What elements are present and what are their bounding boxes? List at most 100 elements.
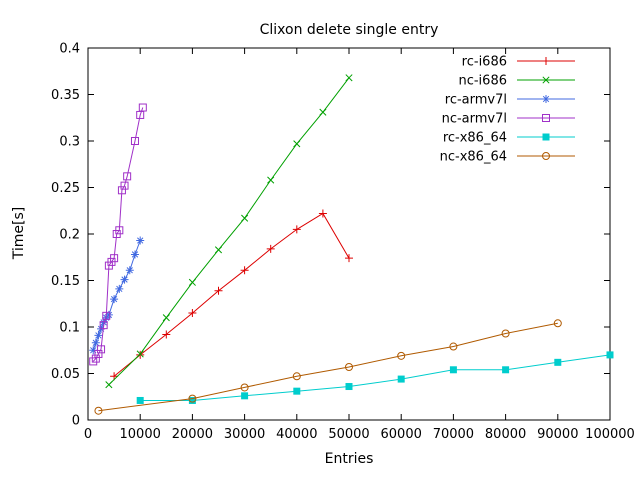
asterisk-marker [115, 284, 124, 293]
x-marker [542, 76, 550, 84]
circle-open-marker [501, 329, 510, 338]
legend-entry-rc-x86_64: rc-x86_64 [443, 131, 575, 146]
asterisk-marker [104, 310, 113, 319]
x-tick-label: 100000 [585, 427, 635, 442]
series-line [108, 77, 350, 386]
x-tick-label: 80000 [485, 427, 526, 442]
y-tick-label: 0.4 [59, 42, 80, 57]
circle-open-marker [240, 383, 249, 392]
legend-entry-nc-i686: nc-i686 [458, 74, 575, 89]
y-tick-label: 0.25 [51, 181, 80, 196]
square-open-marker [102, 311, 111, 320]
square-open-marker [94, 349, 103, 358]
circle-open-marker [94, 406, 103, 415]
series-rc-i686 [110, 209, 353, 381]
legend-label: rc-i686 [462, 55, 507, 70]
square-filled-marker [293, 387, 301, 395]
asterisk-marker [91, 338, 100, 347]
x-marker [267, 176, 275, 184]
square-filled-marker [345, 383, 353, 391]
series-line [140, 354, 611, 401]
legend-label: nc-armv7l [442, 112, 507, 127]
square-filled-marker [554, 358, 562, 366]
square-open-marker [123, 172, 132, 181]
x-tick-label: 30000 [224, 427, 265, 442]
x-tick-label: 90000 [537, 427, 578, 442]
series-rc-armv7l [89, 236, 145, 355]
x-marker [188, 278, 196, 286]
square-filled-marker [449, 366, 457, 374]
x-tick-label: 40000 [276, 427, 317, 442]
series-rc-x86_64 [136, 351, 614, 404]
square-open-marker [138, 103, 147, 112]
square-filled-marker [136, 396, 144, 404]
square-filled-marker [397, 375, 405, 383]
asterisk-marker [120, 275, 129, 284]
asterisk-marker [89, 346, 98, 355]
y-tick-label: 0 [72, 414, 80, 429]
plus-marker [542, 57, 550, 65]
circle-open-marker [345, 362, 353, 371]
square-open-marker [99, 321, 108, 330]
x-tick-label: 50000 [328, 427, 369, 442]
legend-entry-rc-i686: rc-i686 [462, 55, 575, 70]
y-tick-label: 0.35 [51, 88, 80, 103]
chart-title: Clixon delete single entry [259, 22, 439, 38]
x-marker [162, 314, 170, 322]
x-marker [345, 74, 353, 82]
x-marker [293, 140, 301, 148]
legend-label: rc-armv7l [445, 93, 507, 108]
plus-marker [240, 266, 249, 275]
x-tick-label: 10000 [120, 427, 161, 442]
circle-open-marker [542, 152, 550, 160]
plus-marker [188, 309, 197, 318]
square-open-marker [97, 345, 106, 354]
y-tick-label: 0.2 [59, 228, 80, 243]
plus-marker [136, 350, 145, 359]
legend-entry-rc-armv7l: rc-armv7l [445, 93, 575, 108]
x-marker [136, 350, 144, 358]
square-filled-marker [542, 133, 550, 141]
square-filled-marker [188, 396, 196, 404]
x-tick-label: 70000 [433, 427, 474, 442]
asterisk-marker [94, 331, 103, 340]
legend-entry-nc-x86_64: nc-x86_64 [440, 150, 575, 165]
square-open-marker [110, 254, 119, 263]
x-tick-label: 0 [84, 427, 92, 442]
y-tick-label: 0.1 [59, 321, 80, 336]
series-nc-armv7l [89, 103, 147, 366]
asterisk-marker [136, 236, 145, 245]
x-axis-title: Entries [324, 451, 374, 467]
plus-marker [162, 330, 171, 339]
square-filled-marker [241, 392, 249, 400]
legend-label: nc-x86_64 [440, 150, 507, 165]
x-marker [105, 381, 113, 389]
asterisk-marker [99, 318, 108, 327]
legend-entry-nc-armv7l: nc-armv7l [442, 112, 575, 127]
square-open-marker [120, 181, 129, 190]
x-tick-label: 60000 [381, 427, 422, 442]
x-marker [319, 108, 327, 116]
asterisk-marker [542, 95, 550, 103]
y-tick-label: 0.3 [59, 135, 80, 150]
series-line [98, 322, 558, 412]
asterisk-marker [110, 295, 119, 304]
series-nc-x86_64 [94, 319, 562, 415]
square-open-marker [115, 226, 124, 235]
x-marker [241, 214, 249, 222]
circle-open-marker [292, 372, 301, 381]
series-nc-i686 [105, 74, 353, 389]
asterisk-marker [130, 250, 139, 259]
series-line [113, 212, 350, 377]
circle-open-marker [188, 394, 197, 403]
square-filled-marker [606, 351, 614, 359]
square-open-marker [117, 186, 126, 195]
circle-open-marker [397, 351, 406, 360]
circle-open-marker [449, 342, 458, 351]
square-open-marker [89, 357, 98, 366]
square-open-marker [542, 114, 550, 122]
plus-marker [345, 254, 353, 263]
legend-label: rc-x86_64 [443, 131, 507, 146]
